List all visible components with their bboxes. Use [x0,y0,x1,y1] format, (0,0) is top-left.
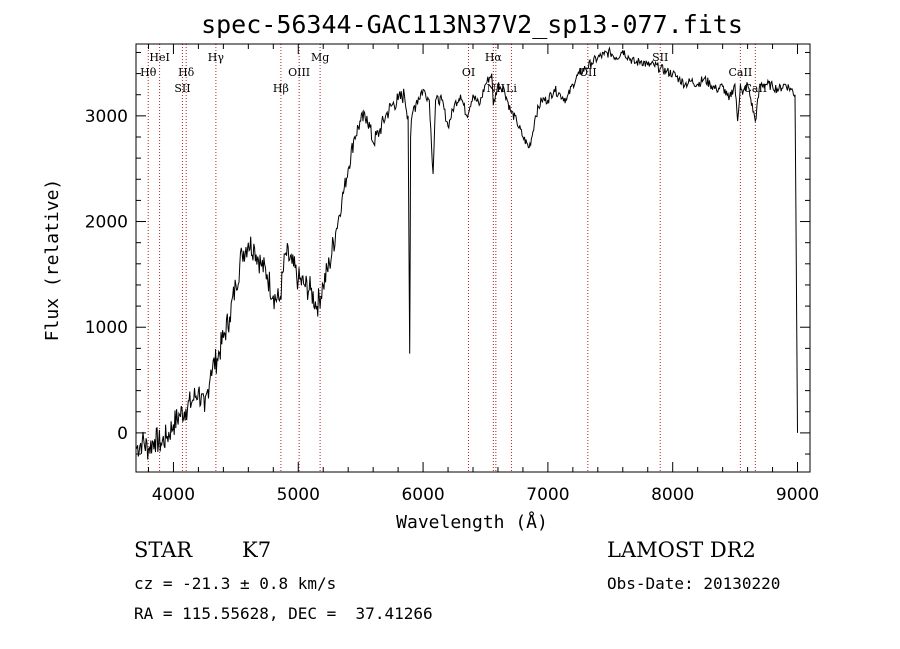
y-tick-label: 3000 [85,107,128,127]
line-marker-label: CaII [729,66,753,79]
x-axis: 4000 5000 6000 7000 8000 9000 [147,44,819,505]
line-marker-label: HeI [149,51,169,64]
x-tick-label: 8000 [651,485,694,505]
x-axis-label: Wavelength (Å) [396,511,548,533]
line-marker-label: Hγ [208,51,225,64]
line-marker-label: NII [487,82,505,95]
y-axis: 0 1000 2000 3000 [85,51,810,455]
line-marker-label: Li [506,82,517,95]
spectrum-series [135,46,798,460]
survey-name: LAMOST DR2 [607,538,756,562]
x-tick-label: 7000 [526,485,569,505]
sky-coordinates: RA = 115.55628, DEC = 37.41266 [134,604,433,623]
object-class: STAR [134,538,193,562]
line-marker-label: Hθ [140,66,157,79]
observation-date: Obs-Date: 20130220 [607,574,781,593]
chart-title: spec-56344-GAC113N37V2_sp13-077.fits [201,10,743,39]
line-marker-label: OI [462,66,475,79]
plot-frame [135,43,811,473]
x-tick-label: 5000 [277,485,320,505]
redshift-velocity: cz = -21.3 ± 0.8 km/s [134,574,337,593]
line-marker-label: OIII [288,66,310,79]
y-axis-label: Flux (relative) [42,179,63,342]
object-subclass: K7 [242,538,272,562]
line-marker-label: Mg [311,51,329,64]
y-tick-label: 0 [117,424,128,444]
line-marker-label: Hα [485,51,503,64]
emission-line-markers: HθHeIHδSIIHγHβOIIIMgOINIIHαLiOIISIICaIIC… [140,44,767,472]
y-tick-label: 1000 [85,318,128,338]
x-tick-label: 9000 [776,485,819,505]
y-tick-label: 2000 [85,213,128,233]
line-marker-label: Hδ [178,66,195,79]
line-marker-label: Hβ [273,82,289,95]
x-tick-label: 6000 [401,485,444,505]
line-marker-label: SII [174,82,190,95]
spectrum-line [135,46,798,460]
line-marker-label: SII [652,51,668,64]
x-tick-label: 4000 [152,485,195,505]
